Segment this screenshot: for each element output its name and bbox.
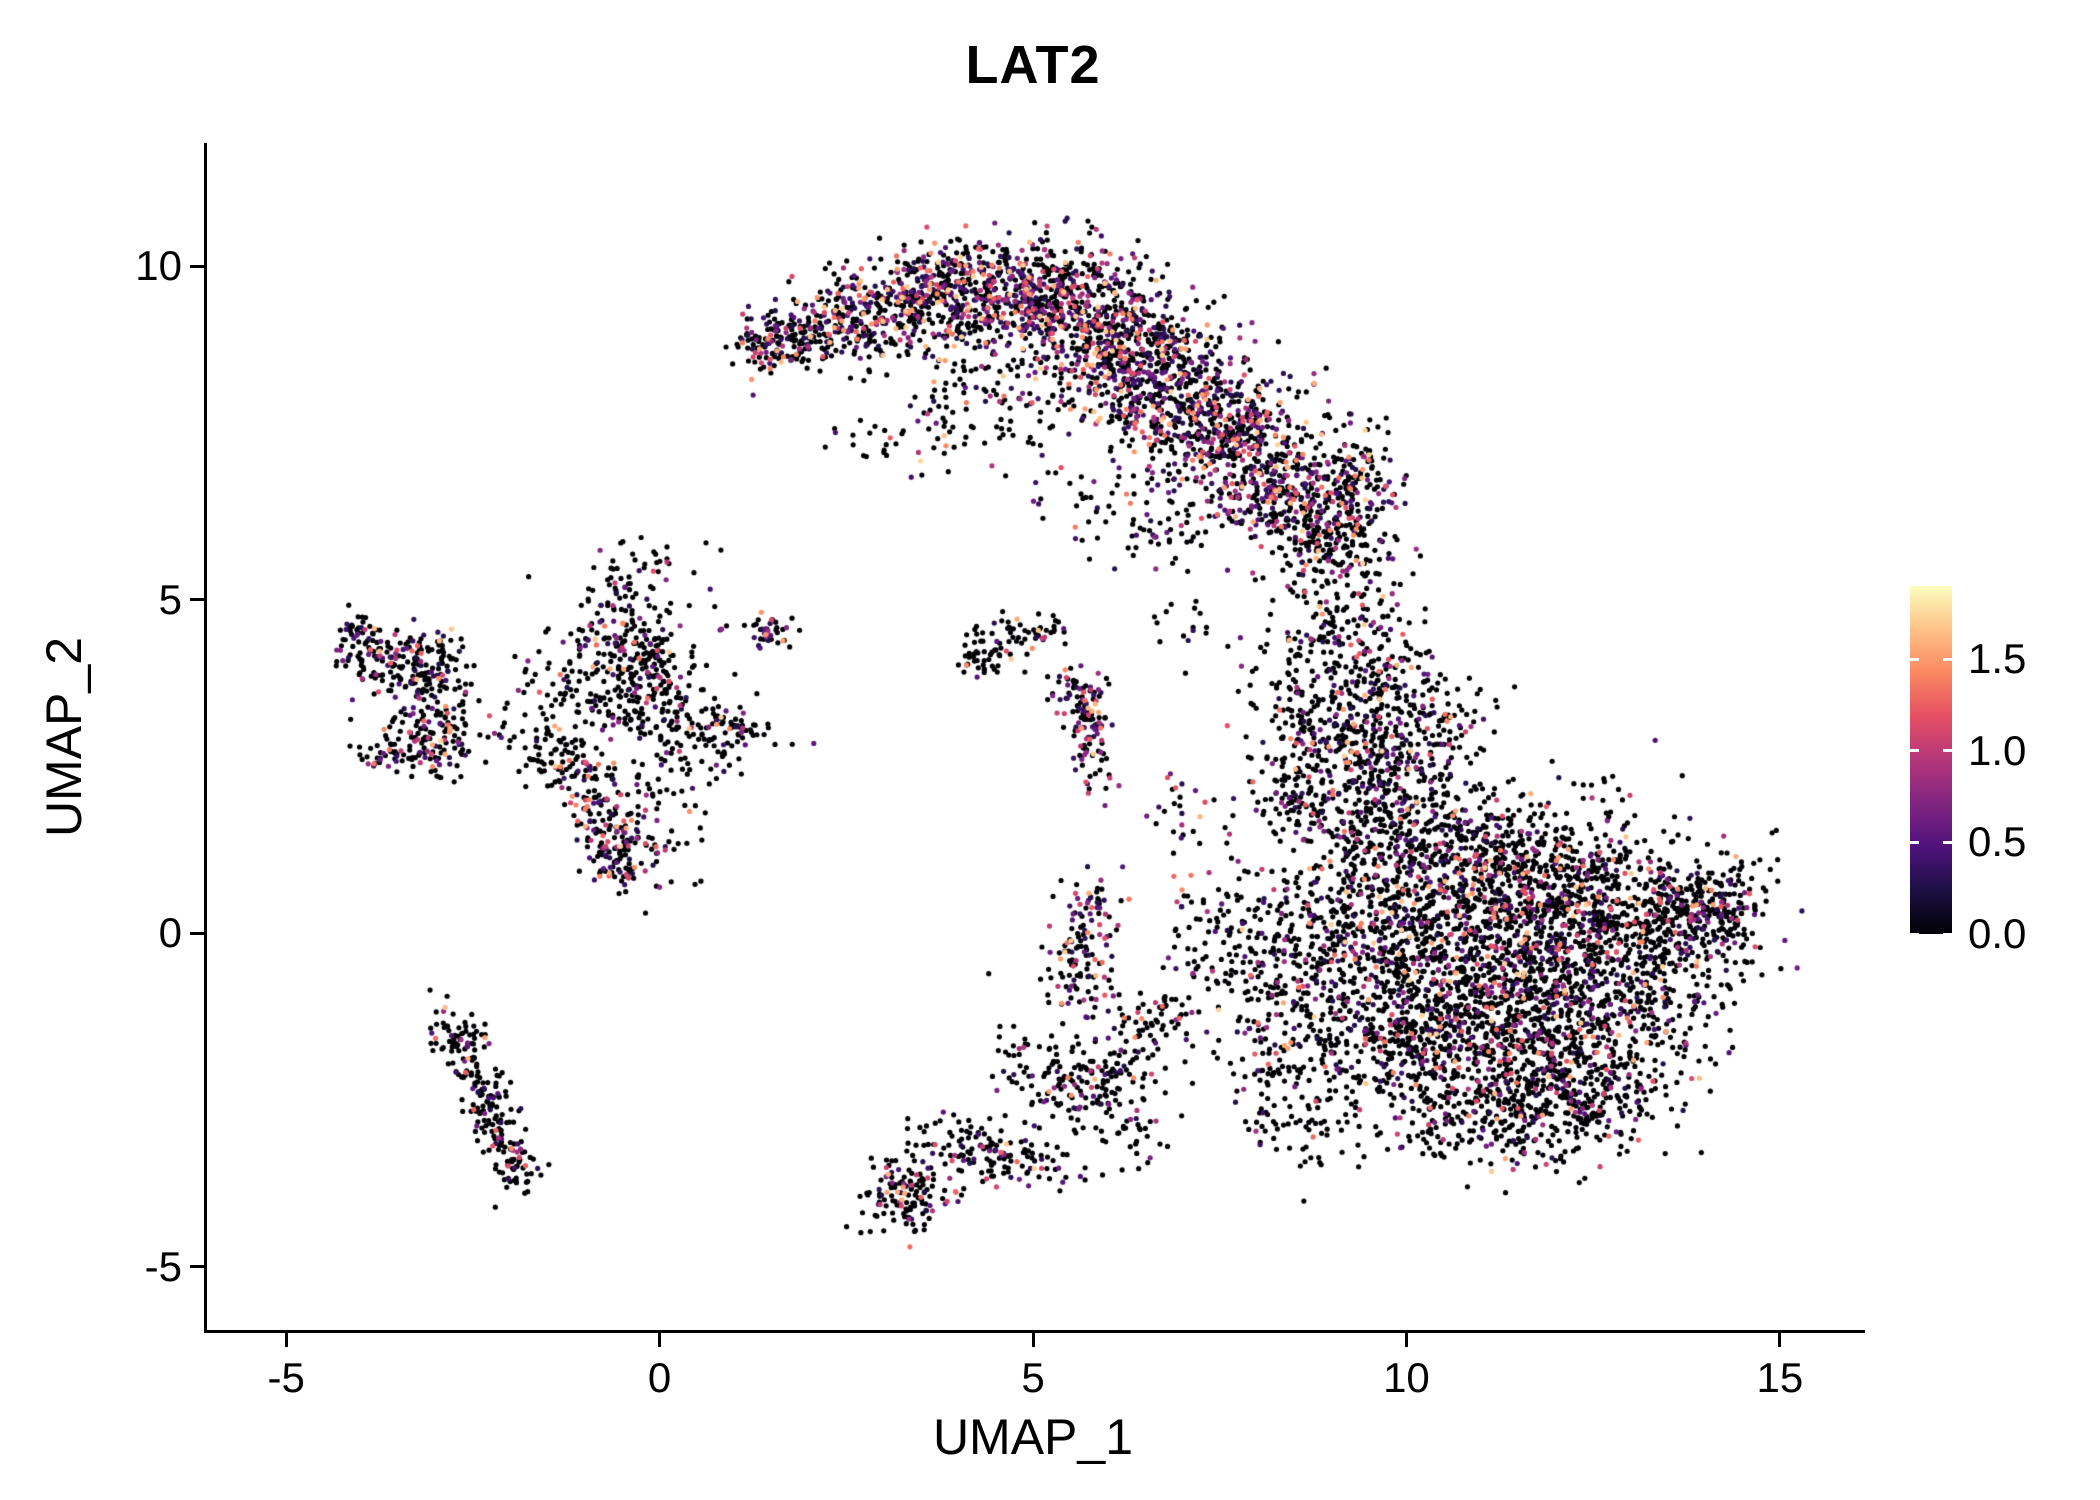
colorbar-tick-mark bbox=[1910, 932, 1919, 936]
colorbar-tick-mark bbox=[1910, 657, 1919, 661]
x-tick-label: 10 bbox=[1383, 1354, 1430, 1401]
colorbar-tick-mark bbox=[1910, 840, 1919, 844]
y-tick-mark bbox=[190, 1265, 204, 1269]
colorbar-tick-label: 1.0 bbox=[1968, 726, 2027, 774]
y-tick-label: 0 bbox=[158, 909, 182, 957]
x-tick-mark bbox=[658, 1333, 662, 1347]
x-tick-label: -5 bbox=[267, 1354, 305, 1401]
colorbar-tick-label: 0.0 bbox=[1968, 910, 2027, 957]
colorbar-tick-mark bbox=[1943, 657, 1952, 661]
x-tick-label: 15 bbox=[1756, 1354, 1804, 1401]
y-tick-label: -5 bbox=[144, 1242, 182, 1290]
y-tick-mark bbox=[190, 264, 204, 268]
colorbar-tick-mark bbox=[1943, 840, 1952, 844]
x-axis-label: UMAP_1 bbox=[932, 1409, 1134, 1465]
colorbar-gradient bbox=[1910, 586, 1952, 934]
colorbar: 1.5 1.0 0.5 0.0 bbox=[1910, 586, 2026, 955]
colorbar-tick-mark bbox=[1943, 749, 1952, 753]
colorbar-tick-mark bbox=[1943, 932, 1952, 936]
x-tick-mark bbox=[284, 1333, 288, 1347]
scatter-canvas bbox=[207, 143, 1865, 1330]
y-tick-mark bbox=[190, 931, 204, 935]
y-tick-label: 10 bbox=[135, 242, 182, 290]
x-tick-label: 5 bbox=[1021, 1354, 1045, 1401]
x-tick-mark bbox=[1404, 1333, 1408, 1347]
y-tick-mark bbox=[190, 598, 204, 602]
plot-area bbox=[204, 143, 1865, 1333]
colorbar-tick-label: 0.5 bbox=[1968, 818, 2027, 866]
colorbar-tick-label: 1.5 bbox=[1968, 635, 2027, 683]
x-tick-label: 0 bbox=[647, 1354, 672, 1401]
colorbar-tick-mark bbox=[1910, 749, 1919, 753]
x-tick-mark bbox=[1031, 1333, 1035, 1347]
x-tick-mark bbox=[1778, 1333, 1782, 1347]
y-axis-label: UMAP_2 bbox=[36, 636, 92, 838]
plot-title: LAT2 bbox=[965, 35, 1101, 95]
y-tick-label: 5 bbox=[158, 575, 182, 623]
